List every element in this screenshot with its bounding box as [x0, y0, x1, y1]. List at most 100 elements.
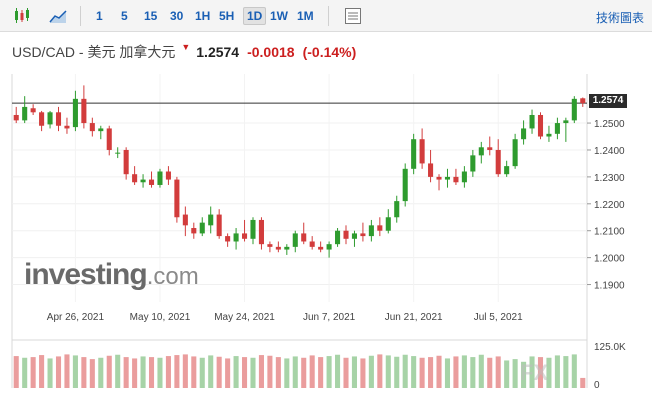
volume-bar: [106, 355, 112, 388]
candle-body: [72, 98, 78, 128]
candle-body: [351, 233, 357, 239]
volume-bar: [444, 358, 451, 388]
y-tick-label: 1.1900: [594, 281, 625, 292]
candle-body: [402, 168, 408, 202]
candle-body: [242, 233, 248, 239]
candle-body: [191, 228, 197, 234]
toolbar-separator: [328, 6, 329, 26]
volume-bar: [411, 356, 417, 388]
volume-bar: [351, 356, 357, 388]
candle-body: [571, 98, 577, 121]
volume-bar: [47, 358, 53, 388]
volume-bar: [208, 355, 214, 388]
timeframe-15[interactable]: 15: [144, 9, 158, 23]
y-tick-label: 1.2000: [594, 254, 625, 265]
candle-body: [335, 230, 341, 245]
volume-bar: [419, 357, 425, 388]
candle-body: [98, 128, 104, 132]
volume-bar: [478, 354, 484, 388]
candle-body: [132, 174, 138, 183]
last-price-tag: 1.2574: [589, 94, 627, 108]
watermark: FX: [520, 360, 549, 385]
volume-bar: [258, 355, 264, 388]
timeframe-1h[interactable]: 1H: [195, 9, 211, 23]
candle-body: [174, 179, 180, 218]
symbol-title: USD/CAD - 美元 加拿大元: [12, 44, 176, 60]
candle-body: [284, 246, 290, 250]
down-arrow-icon: ▼: [181, 42, 191, 52]
candle-body: [225, 236, 231, 242]
volume-bar: [81, 357, 87, 388]
candle-body: [470, 155, 476, 172]
volume-bar: [123, 357, 129, 388]
candle-body: [55, 112, 62, 126]
timeframe-5h[interactable]: 5H: [219, 9, 235, 23]
volume-bar: [165, 356, 171, 388]
volume-bar: [470, 357, 476, 388]
candle-body: [47, 112, 53, 125]
candle-body: [478, 147, 484, 156]
candle-body: [563, 120, 569, 124]
volume-bar: [453, 356, 459, 388]
candle-body: [495, 149, 501, 175]
volume-bar: [385, 355, 391, 388]
candle-body: [258, 219, 264, 245]
x-tick-label: Jun 7, 2021: [303, 312, 356, 323]
candle-body: [444, 176, 451, 180]
timeframe-30[interactable]: 30: [170, 9, 184, 23]
volume-bar: [487, 357, 493, 388]
tech-chart-link[interactable]: 技術圖表: [595, 11, 644, 25]
x-tick-label: Jul 5, 2021: [474, 312, 523, 323]
volume-bar: [504, 360, 510, 388]
candle-body: [521, 128, 527, 140]
timeframe-1w[interactable]: 1W: [270, 9, 288, 23]
volume-bar: [318, 357, 324, 388]
candle-body: [216, 214, 222, 237]
candle-body: [13, 114, 19, 121]
candle-body: [233, 233, 239, 242]
settings-icon[interactable]: [343, 6, 363, 26]
volume-bar: [98, 357, 104, 388]
y-tick-label: 1.2400: [594, 146, 625, 157]
volume-bar: [284, 358, 290, 388]
timeframe-1[interactable]: 1: [96, 9, 103, 23]
volume-bar: [301, 357, 307, 388]
volume-bar: [436, 355, 442, 388]
volume-bar: [512, 359, 518, 388]
price-change-percent: (-0.14%): [302, 44, 357, 60]
volume-bar: [360, 358, 366, 388]
candle-body: [368, 225, 374, 237]
volume-bar: [326, 356, 332, 388]
volume-bar: [55, 356, 62, 388]
volume-bar: [22, 357, 28, 388]
timeframe-5[interactable]: 5: [121, 9, 128, 23]
candle-body: [267, 244, 273, 247]
logo-domain: .com: [146, 263, 199, 290]
x-tick-label: May 24, 2021: [214, 312, 275, 323]
candle-body: [140, 179, 146, 183]
candle-body: [39, 112, 45, 126]
volume-bar: [546, 357, 552, 388]
volume-bar: [554, 355, 560, 388]
timeframe-1d[interactable]: 1D: [243, 7, 267, 25]
volume-bar: [309, 355, 315, 388]
volume-bar: [275, 357, 281, 388]
area-chart-icon[interactable]: [48, 6, 68, 26]
volume-bar: [537, 357, 544, 388]
timeframe-1m[interactable]: 1M: [297, 9, 314, 23]
candlestick-icon[interactable]: [12, 6, 32, 26]
candle-body: [529, 114, 535, 129]
x-tick-label: May 10, 2021: [130, 312, 191, 323]
candle-body: [580, 98, 586, 104]
volume-bar: [250, 357, 256, 388]
volume-bar: [495, 356, 501, 388]
candle-body: [461, 171, 467, 183]
quote-header: USD/CAD - 美元 加拿大元 ▼ 1.2574 -0.0018 (-0.14%): [12, 42, 356, 62]
volume-bar: [233, 356, 239, 388]
volume-bar: [267, 355, 273, 388]
candle-body: [148, 179, 155, 185]
candle-body: [343, 230, 349, 239]
candle-body: [182, 214, 188, 226]
